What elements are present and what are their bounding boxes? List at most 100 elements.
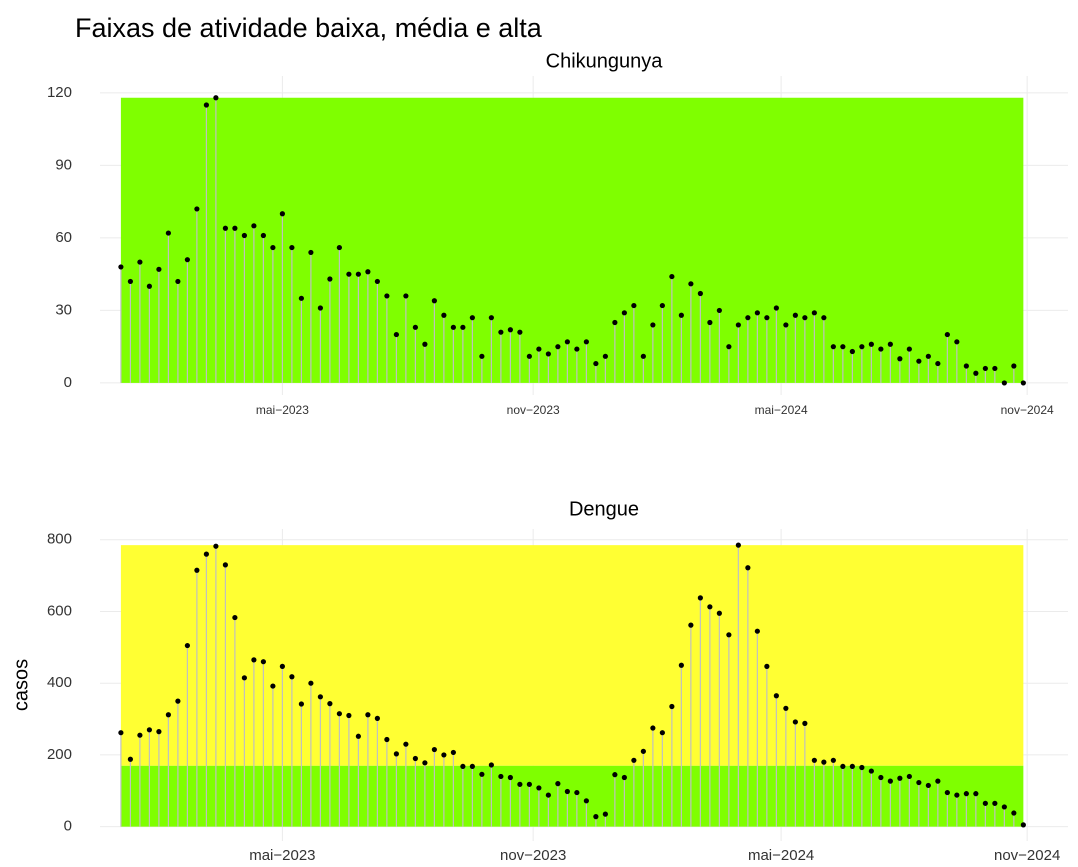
x-tick-label: nov−2024 bbox=[994, 847, 1060, 864]
x-tick-label: nov−2024 bbox=[1001, 403, 1054, 417]
point bbox=[935, 360, 941, 367]
point bbox=[745, 315, 751, 321]
point bbox=[707, 319, 713, 326]
point bbox=[289, 674, 295, 680]
point bbox=[374, 278, 380, 285]
point bbox=[260, 659, 266, 665]
point bbox=[365, 269, 371, 275]
point bbox=[878, 346, 884, 352]
x-tick-label: nov−2023 bbox=[507, 403, 560, 417]
point bbox=[232, 225, 238, 231]
x-tick-label: nov−2023 bbox=[500, 847, 566, 864]
point bbox=[479, 353, 485, 359]
point bbox=[726, 632, 732, 638]
point bbox=[840, 344, 846, 350]
point bbox=[973, 370, 979, 376]
point bbox=[811, 757, 817, 763]
point bbox=[631, 757, 637, 763]
point bbox=[460, 324, 466, 330]
point bbox=[897, 775, 903, 781]
point bbox=[222, 562, 228, 568]
y-tick-label: 800 bbox=[47, 531, 72, 548]
point bbox=[412, 755, 418, 762]
point bbox=[175, 698, 181, 704]
x-tick-label: mai−2023 bbox=[249, 847, 315, 864]
point bbox=[830, 344, 836, 350]
x-tick-label: mai−2024 bbox=[755, 403, 808, 417]
point bbox=[735, 322, 741, 328]
point bbox=[488, 762, 494, 768]
point bbox=[308, 249, 314, 256]
point bbox=[925, 353, 931, 359]
point bbox=[669, 703, 675, 710]
point bbox=[954, 792, 960, 798]
point bbox=[393, 331, 399, 338]
point bbox=[792, 719, 798, 725]
point bbox=[640, 353, 646, 359]
y-tick-label: 120 bbox=[47, 84, 72, 101]
point bbox=[688, 622, 694, 628]
point bbox=[498, 329, 504, 335]
point bbox=[840, 763, 846, 770]
point bbox=[887, 341, 893, 347]
point bbox=[992, 365, 998, 372]
point bbox=[422, 760, 428, 766]
point bbox=[773, 693, 779, 699]
point bbox=[783, 705, 789, 711]
point bbox=[545, 792, 551, 798]
point bbox=[735, 542, 741, 548]
point bbox=[260, 232, 266, 239]
point bbox=[878, 774, 884, 781]
point bbox=[1020, 822, 1026, 828]
point bbox=[441, 752, 447, 758]
point bbox=[716, 610, 722, 616]
point bbox=[384, 736, 390, 743]
point bbox=[859, 344, 865, 350]
point bbox=[935, 778, 941, 784]
point bbox=[868, 768, 874, 774]
point bbox=[469, 315, 475, 321]
point bbox=[640, 748, 646, 754]
point bbox=[279, 663, 285, 669]
point bbox=[906, 773, 912, 780]
point bbox=[1011, 363, 1017, 369]
y-tick-label: 600 bbox=[47, 602, 72, 619]
point bbox=[469, 763, 475, 770]
point bbox=[697, 290, 703, 297]
point bbox=[859, 764, 865, 771]
point bbox=[745, 565, 751, 571]
point bbox=[146, 727, 152, 733]
point bbox=[127, 278, 133, 285]
point bbox=[650, 725, 656, 731]
point bbox=[327, 701, 333, 707]
y-tick-label: 0 bbox=[64, 374, 72, 391]
point bbox=[669, 273, 675, 280]
point bbox=[412, 324, 418, 330]
point bbox=[1001, 380, 1007, 386]
point bbox=[802, 315, 808, 321]
point bbox=[450, 749, 456, 756]
point bbox=[241, 675, 247, 681]
point bbox=[764, 315, 770, 321]
band bbox=[120, 765, 1024, 827]
point bbox=[403, 293, 409, 299]
point bbox=[270, 244, 276, 251]
point bbox=[127, 756, 133, 762]
point bbox=[697, 595, 703, 601]
point bbox=[688, 281, 694, 287]
point bbox=[830, 757, 836, 763]
point bbox=[707, 604, 713, 610]
point bbox=[374, 715, 380, 721]
point bbox=[203, 102, 209, 108]
point bbox=[422, 341, 428, 347]
point bbox=[545, 351, 551, 357]
point bbox=[298, 295, 304, 301]
point bbox=[887, 778, 893, 784]
point bbox=[507, 774, 513, 781]
y-axis-label: casos bbox=[10, 659, 32, 711]
point bbox=[279, 211, 285, 217]
point bbox=[944, 331, 950, 338]
point bbox=[754, 310, 760, 316]
point bbox=[897, 356, 903, 362]
